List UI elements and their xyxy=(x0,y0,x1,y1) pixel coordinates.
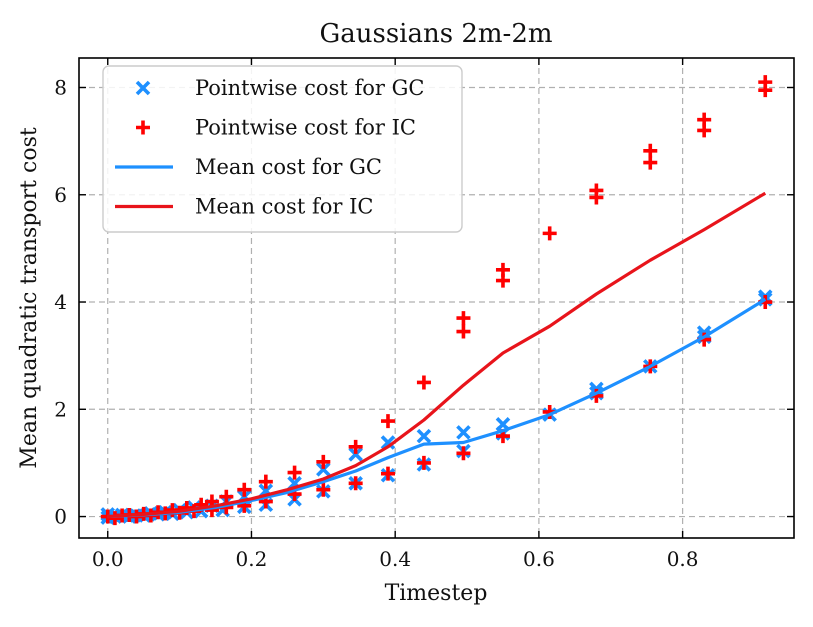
ic-point xyxy=(456,446,471,461)
marker-plus-stroke xyxy=(219,489,234,504)
chart-title: Gaussians 2m-2m xyxy=(319,19,552,49)
ic-point xyxy=(542,226,557,241)
ic-point xyxy=(107,511,122,526)
marker-x-stroke xyxy=(135,80,151,96)
plot-frame xyxy=(78,57,795,539)
marker-plus-stroke xyxy=(416,455,431,470)
x-axis-label: Timestep xyxy=(385,581,488,606)
marker-plus-stroke xyxy=(107,511,122,526)
ic-mean-line xyxy=(107,191,767,519)
ic-point xyxy=(495,262,510,277)
marker-plus-stroke xyxy=(643,143,658,158)
marker-plus-stroke xyxy=(456,311,471,326)
y-axis-label: Mean quadratic transport cost xyxy=(17,127,42,469)
y-tick-label: 6 xyxy=(54,183,67,207)
ic-point xyxy=(258,474,273,489)
ic-point xyxy=(287,465,302,480)
ic-point xyxy=(219,489,234,504)
marker-plus-stroke xyxy=(287,465,302,480)
ic-point xyxy=(316,482,331,497)
y-tick-label: 8 xyxy=(54,75,67,99)
marker-x-stroke xyxy=(456,425,471,440)
y-tick-label: 0 xyxy=(54,505,67,529)
marker-plus-stroke xyxy=(495,262,510,277)
ic-point xyxy=(416,455,431,470)
ic-point xyxy=(643,143,658,158)
marker-plus-stroke xyxy=(542,226,557,241)
marker-plus-stroke xyxy=(258,474,273,489)
gc-point xyxy=(416,428,432,444)
marker-plus-stroke xyxy=(589,183,604,198)
marker-plus-stroke xyxy=(456,446,471,461)
legend-label: Pointwise cost for GC xyxy=(195,76,424,100)
marker-plus-stroke xyxy=(380,466,395,481)
ic-point xyxy=(237,482,252,497)
marker-plus-stroke xyxy=(237,482,252,497)
legend-label: Mean cost for IC xyxy=(195,195,373,219)
marker-plus-stroke xyxy=(348,476,363,491)
legend: Pointwise cost for GC Pointwise cost for … xyxy=(102,65,463,233)
x-tick-label: 0.0 xyxy=(92,547,124,571)
ic-point xyxy=(316,454,331,469)
ic-point xyxy=(589,183,604,198)
legend-label: Mean cost for GC xyxy=(195,155,382,179)
marker-plus-stroke xyxy=(316,454,331,469)
ic-point xyxy=(348,439,363,454)
gc-point xyxy=(348,447,363,462)
marker-x-stroke xyxy=(316,462,331,477)
x-tick-label: 0.8 xyxy=(667,547,699,571)
x-tick-label: 0.6 xyxy=(523,547,555,571)
legend-label: Pointwise cost for IC xyxy=(195,116,416,140)
ic-point xyxy=(758,75,773,90)
marker-x-stroke xyxy=(380,435,396,450)
ticks-layer: 0.0 0.2 0.4 0.6 0.8 0 2 4 6 8 xyxy=(54,58,794,571)
marker-plus-stroke xyxy=(456,324,471,339)
ic-point xyxy=(416,375,431,390)
gc-point xyxy=(316,462,331,477)
marker-plus-stroke xyxy=(643,155,658,170)
ic-point xyxy=(380,414,395,429)
marker-plus-stroke xyxy=(416,375,431,390)
marker-plus-stroke xyxy=(380,414,395,429)
marker-x-stroke xyxy=(348,447,363,462)
gc-point xyxy=(380,435,396,450)
y-tick-label: 4 xyxy=(54,290,67,314)
ic-point xyxy=(380,466,395,481)
marker-plus-stroke xyxy=(316,482,331,497)
marker-x-stroke xyxy=(416,428,432,444)
x-tick-label: 0.4 xyxy=(379,547,411,571)
ic-point xyxy=(643,155,658,170)
data-layer xyxy=(100,75,773,526)
marker-plus-stroke xyxy=(758,75,773,90)
marker-plus-stroke xyxy=(136,120,150,135)
legend-box xyxy=(102,65,463,233)
ic-point xyxy=(456,324,471,339)
ic-point xyxy=(456,311,471,326)
x-tick-label: 0.2 xyxy=(236,547,268,571)
legend-ic-point-icon xyxy=(136,120,150,135)
gc-point xyxy=(456,425,471,440)
ic-point xyxy=(348,476,363,491)
legend-gc-point-icon xyxy=(135,80,151,96)
ic-point xyxy=(697,112,712,127)
marker-plus-stroke xyxy=(697,112,712,127)
y-tick-label: 2 xyxy=(54,397,67,421)
marker-plus-stroke xyxy=(348,439,363,454)
